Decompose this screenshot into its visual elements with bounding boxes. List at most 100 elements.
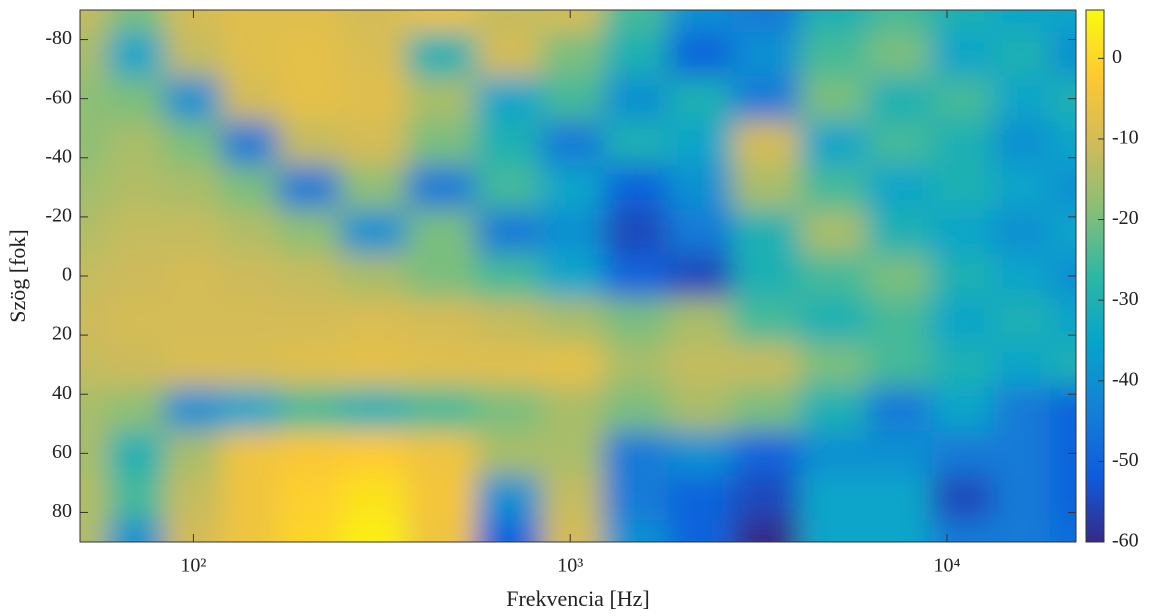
heat-cell (541, 476, 604, 521)
heat-cell (340, 165, 407, 210)
heat-cell (732, 0, 800, 33)
heat-cell (603, 254, 668, 299)
heat-cell (340, 210, 407, 255)
heat-cell (603, 77, 668, 122)
colorbar-tick-label: -60 (1112, 530, 1139, 552)
heat-cell (668, 121, 733, 166)
heat-cell (668, 254, 733, 299)
heat-cell (278, 298, 341, 343)
heat-cell (476, 165, 542, 210)
colorbar (1086, 10, 1104, 542)
heat-cell (867, 254, 932, 299)
heat-cell (108, 298, 165, 343)
heat-cell (108, 520, 165, 573)
heat-cell (800, 254, 868, 299)
heat-cell (732, 431, 800, 476)
heat-cell (221, 121, 278, 166)
heat-cell (800, 32, 868, 77)
chart: Frekvencia [Hz] Szög [fok] 10²10³10⁴-80-… (0, 0, 1149, 616)
heat-cell (993, 387, 1050, 432)
heat-cell (278, 254, 341, 299)
heat-cell (867, 476, 932, 521)
heat-cell (668, 0, 733, 33)
heat-cell (541, 298, 604, 343)
x-tick-label: 10² (180, 555, 206, 577)
heat-cell (800, 121, 868, 166)
heat-cell (50, 520, 108, 573)
heat-cell (164, 254, 221, 299)
heat-cell (732, 343, 800, 388)
heat-cell (108, 431, 165, 476)
heat-cell (732, 520, 800, 573)
heat-cell (108, 476, 165, 521)
y-tick-label: 0 (62, 264, 72, 286)
heat-cell (476, 431, 542, 476)
heat-cell (340, 32, 407, 77)
heat-cell (406, 476, 476, 521)
heat-cell (221, 210, 278, 255)
heat-cell (931, 431, 993, 476)
heat-cell (476, 210, 542, 255)
heat-cell (931, 165, 993, 210)
heat-cell (476, 121, 542, 166)
colorbar-tick-label: -30 (1112, 288, 1139, 310)
colorbar-tick-label: -40 (1112, 368, 1139, 390)
heat-cell (800, 0, 868, 33)
heat-cell (931, 387, 993, 432)
heat-cell (931, 254, 993, 299)
heat-cell (340, 520, 407, 573)
heat-cell (164, 77, 221, 122)
heat-cell (800, 210, 868, 255)
heat-cell (668, 431, 733, 476)
heat-cell (867, 32, 932, 77)
heat-cell (406, 0, 476, 33)
heat-cell (541, 121, 604, 166)
heat-cell (800, 77, 868, 122)
heat-cell (406, 298, 476, 343)
heat-cell (406, 254, 476, 299)
heat-cell (541, 254, 604, 299)
heat-cell (867, 520, 932, 573)
heat-cell (800, 431, 868, 476)
heat-cell (278, 165, 341, 210)
heat-cell (340, 343, 407, 388)
heat-cell (50, 165, 108, 210)
heat-cell (406, 32, 476, 77)
heatmap (50, 0, 1107, 573)
heat-cell (340, 0, 407, 33)
heat-cell (867, 121, 932, 166)
heat-cell (541, 431, 604, 476)
heat-cell (993, 298, 1050, 343)
heat-cell (931, 298, 993, 343)
heat-cell (406, 77, 476, 122)
heat-cell (221, 254, 278, 299)
x-axis-title: Frekvencia [Hz] (506, 586, 650, 611)
heat-cell (603, 520, 668, 573)
heat-cell (340, 298, 407, 343)
colorbar-tick-label: -10 (1112, 127, 1139, 149)
heat-cell (340, 476, 407, 521)
heat-cell (668, 77, 733, 122)
heat-cell (931, 121, 993, 166)
heat-cell (541, 343, 604, 388)
heat-cell (164, 210, 221, 255)
heat-cell (668, 210, 733, 255)
heat-cell (476, 0, 542, 33)
heat-cell (800, 165, 868, 210)
x-tick-label: 10³ (557, 555, 583, 577)
heat-cell (603, 343, 668, 388)
heat-cell (867, 343, 932, 388)
heat-cell (732, 387, 800, 432)
heat-cell (931, 77, 993, 122)
heat-cell (668, 298, 733, 343)
heat-cell (406, 520, 476, 573)
heat-cell (476, 254, 542, 299)
heat-cell (993, 32, 1050, 77)
heat-cell (164, 476, 221, 521)
heat-cell (993, 121, 1050, 166)
heat-cell (164, 431, 221, 476)
heat-cell (931, 476, 993, 521)
heat-cell (221, 77, 278, 122)
heat-cell (867, 431, 932, 476)
heat-cell (668, 32, 733, 77)
